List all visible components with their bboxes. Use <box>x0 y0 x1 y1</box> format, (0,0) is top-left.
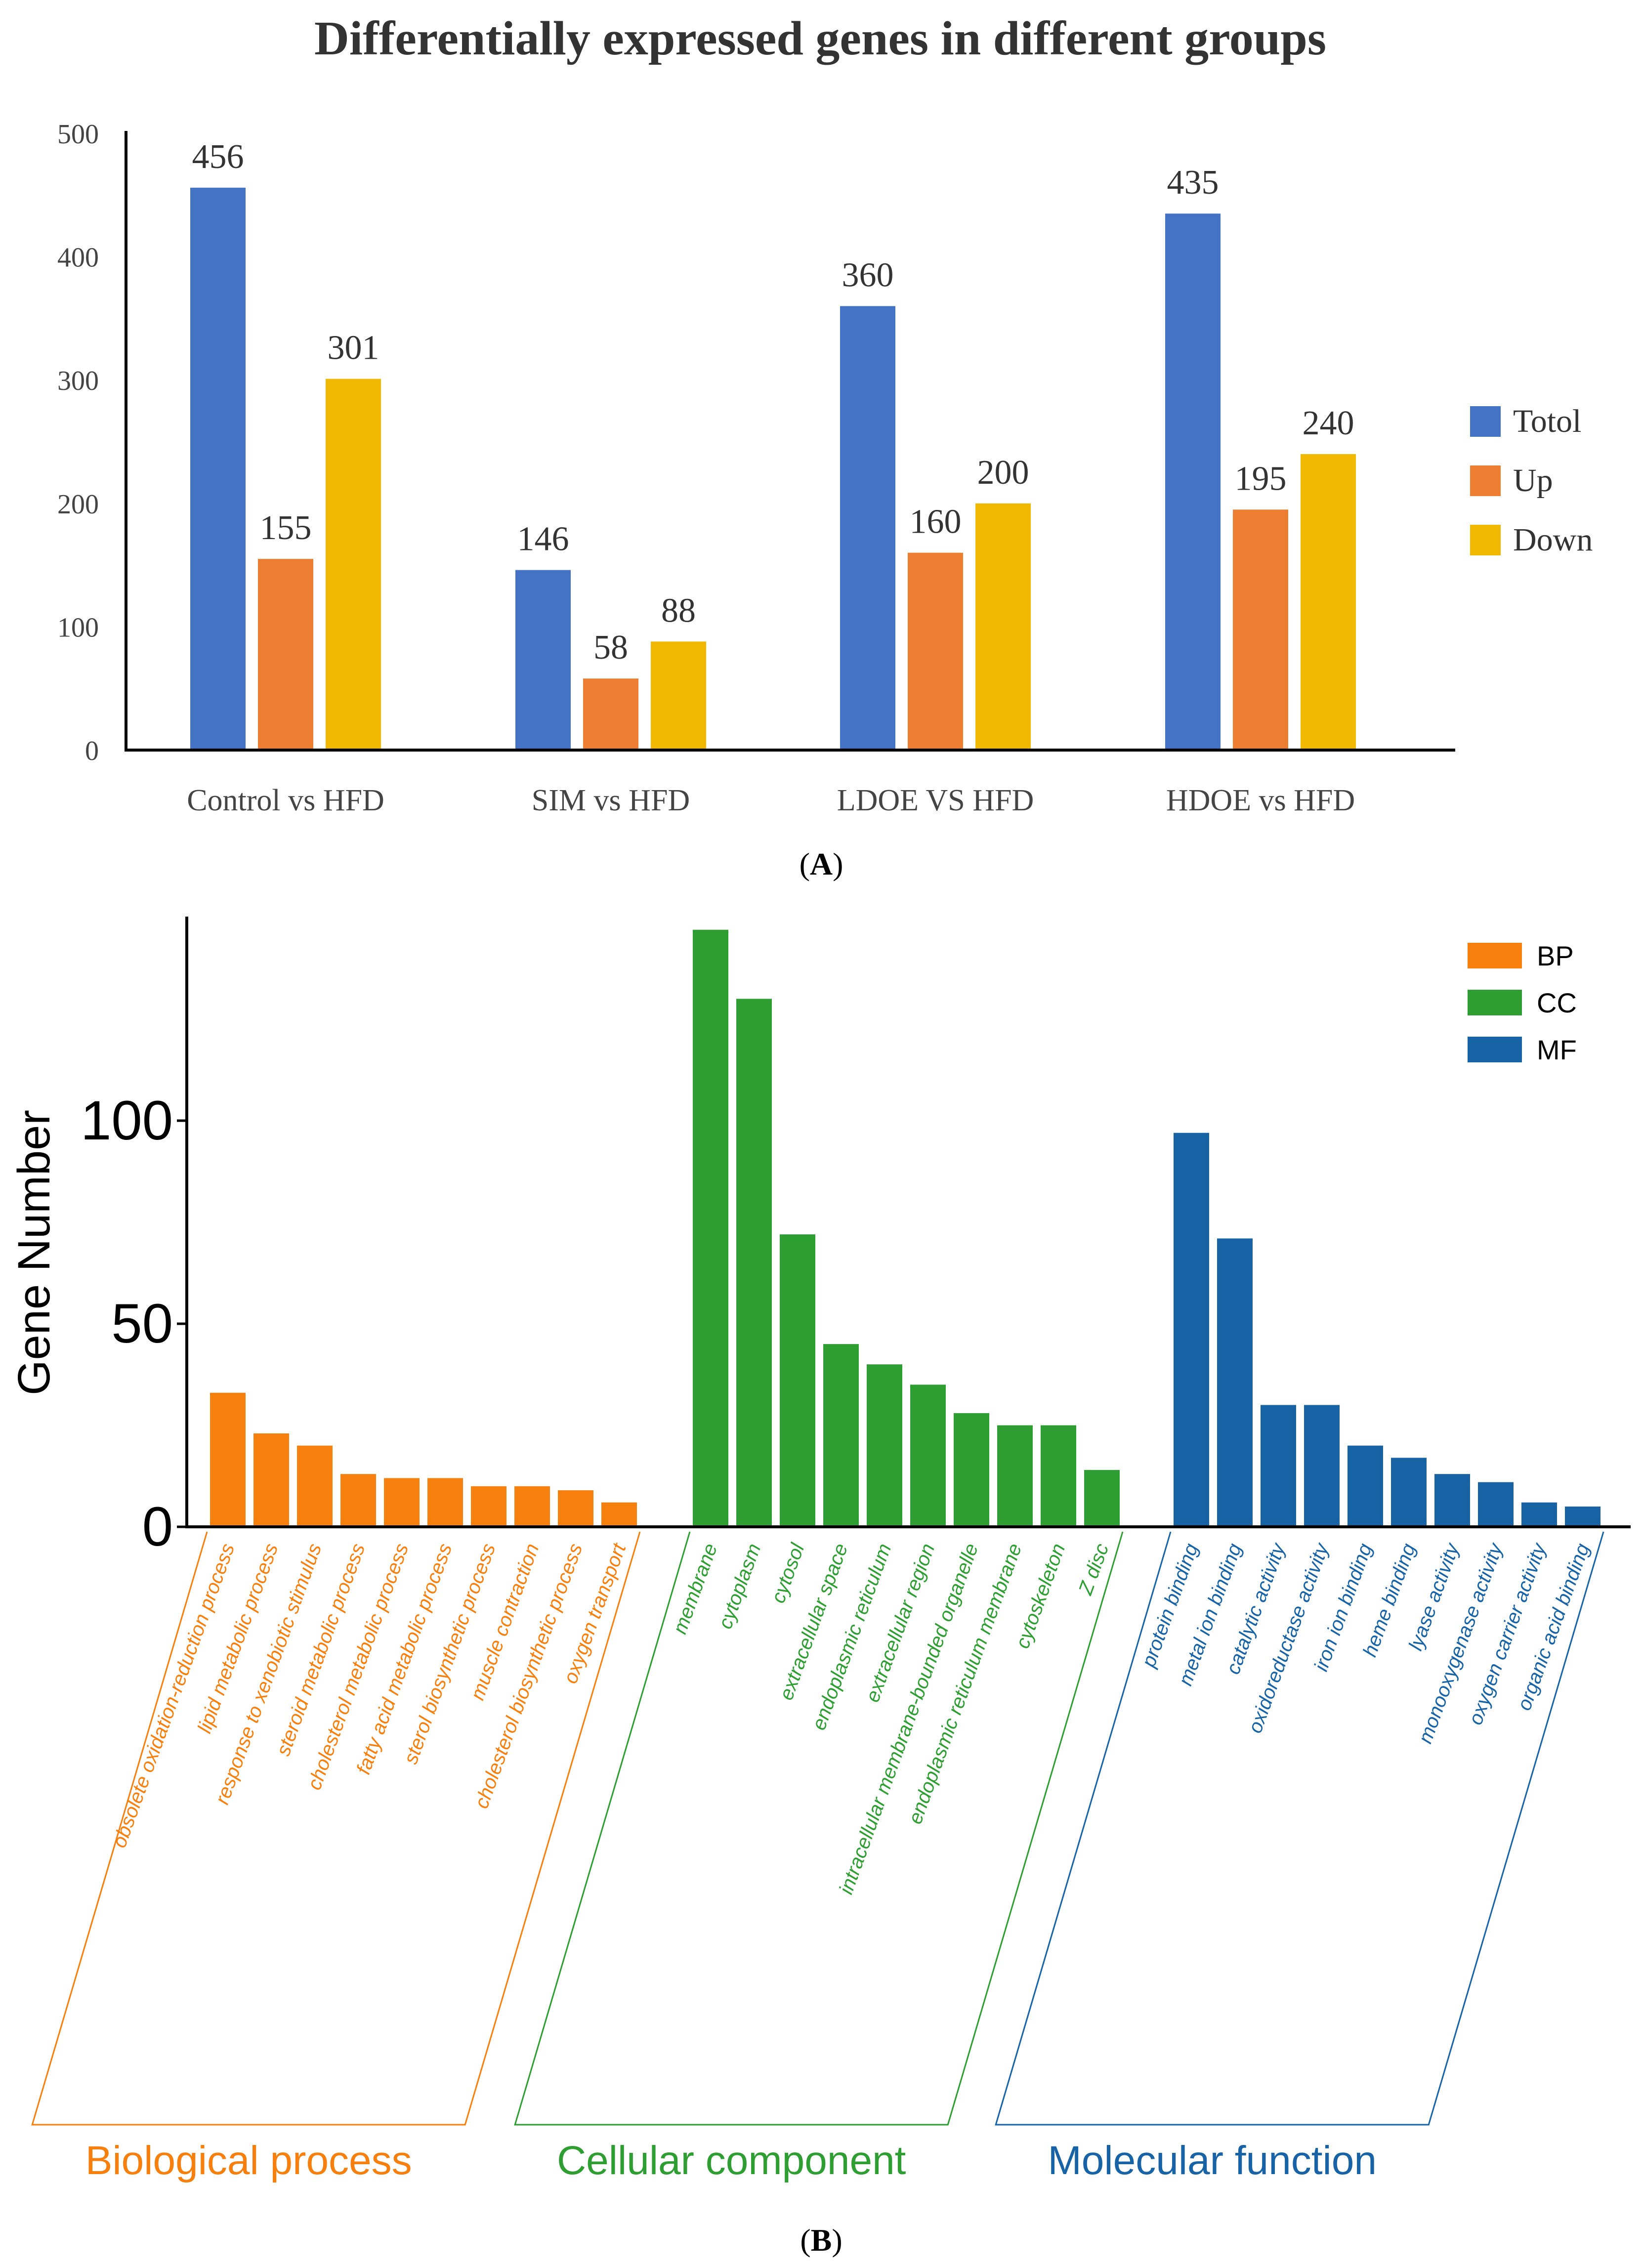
panel-label-b: (B) <box>800 2223 842 2258</box>
y-tick-label: 50 <box>111 1293 173 1354</box>
bar-value-label: 200 <box>977 454 1029 492</box>
x-category-label: lipid metabolic process <box>194 1541 283 1736</box>
y-tick-label: 500 <box>57 119 99 150</box>
bar-bp <box>471 1486 506 1527</box>
x-category-label: cytosol <box>767 1540 809 1606</box>
legend-label: Down <box>1513 522 1593 558</box>
bar-value-label: 435 <box>1167 164 1219 202</box>
bar-up <box>258 559 313 750</box>
x-category-label: LDOE VS HFD <box>837 784 1034 817</box>
bar-mf <box>1434 1474 1470 1527</box>
legend-swatch-cc <box>1468 990 1522 1015</box>
x-category-label: SIM vs HFD <box>532 784 690 817</box>
bar-cc <box>867 1364 902 1527</box>
bar-cc <box>693 929 728 1527</box>
bar-value-label: 195 <box>1235 460 1287 498</box>
legend-swatch-up <box>1470 465 1501 496</box>
group-bracket-cc <box>514 1531 1124 2126</box>
bar-cc <box>954 1413 989 1527</box>
bar-bp <box>514 1486 550 1527</box>
bar-totol <box>840 306 895 750</box>
y-tick-label: 0 <box>142 1496 173 1557</box>
legend-label: MF <box>1537 1034 1577 1065</box>
y-tick-label: 100 <box>57 612 99 643</box>
y-axis-title: Gene Number <box>9 1110 59 1395</box>
bar-down <box>1301 454 1356 750</box>
bar-cc <box>823 1344 859 1527</box>
bar-value-label: 160 <box>910 503 962 541</box>
bar-bp <box>384 1478 420 1527</box>
bar-mf <box>1174 1133 1209 1527</box>
bar-mf <box>1261 1405 1296 1527</box>
y-tick-label: 0 <box>85 736 99 766</box>
bar-down <box>651 641 706 750</box>
bar-bp <box>297 1445 333 1527</box>
legend-label: BP <box>1537 940 1574 971</box>
bar-totol <box>515 570 571 750</box>
bar-value-label: 301 <box>328 329 379 367</box>
bar-value-label: 155 <box>260 509 312 547</box>
bar-mf <box>1391 1458 1427 1527</box>
bar-bp <box>558 1490 593 1527</box>
bar-value-label: 456 <box>192 138 244 176</box>
bar-cc <box>910 1385 946 1527</box>
bar-cc <box>997 1425 1033 1527</box>
bar-bp <box>253 1433 289 1527</box>
legend-label: Totol <box>1513 403 1581 439</box>
group-bracket-bp <box>31 1531 641 2126</box>
legend-swatch-bp <box>1468 943 1522 968</box>
bar-cc <box>736 999 772 1527</box>
bar-cc <box>780 1234 815 1527</box>
bar-mf <box>1348 1445 1383 1527</box>
x-category-label: HDOE vs HFD <box>1166 784 1355 817</box>
bar-bp <box>601 1502 637 1527</box>
bar-up <box>1233 509 1288 750</box>
bar-value-label: 88 <box>661 591 696 630</box>
bar-value-label: 240 <box>1303 404 1354 442</box>
x-category-label: Z disc <box>1074 1541 1113 1598</box>
bar-bp <box>340 1474 376 1527</box>
bar-value-label: 58 <box>593 629 628 667</box>
legend-label: Up <box>1513 462 1553 499</box>
group-name-label: Molecular function <box>1048 2138 1376 2183</box>
bar-mf <box>1521 1502 1557 1527</box>
bar-value-label: 360 <box>842 256 894 294</box>
x-category-label: oxidoreductase activity <box>1244 1539 1334 1736</box>
bar-mf <box>1478 1482 1514 1527</box>
y-tick-label: 200 <box>57 489 99 520</box>
panel-label-a: (A) <box>800 846 843 882</box>
bar-mf <box>1304 1405 1340 1527</box>
legend-swatch-down <box>1470 525 1501 555</box>
bar-totol <box>1165 213 1221 750</box>
bar-down <box>326 378 381 750</box>
group-bracket-mf <box>995 1531 1604 2126</box>
bar-value-label: 146 <box>517 520 569 558</box>
bar-mf <box>1565 1506 1601 1527</box>
y-tick-label: 300 <box>57 366 99 396</box>
group-name-label: Cellular component <box>557 2138 906 2183</box>
x-category-label: membrane <box>669 1541 722 1637</box>
bar-cc <box>1084 1470 1120 1527</box>
bar-up <box>583 678 638 750</box>
bar-up <box>908 552 963 750</box>
bar-bp <box>427 1478 463 1527</box>
bar-mf <box>1217 1238 1253 1527</box>
legend-label: CC <box>1537 987 1577 1018</box>
legend-swatch-mf <box>1468 1037 1522 1062</box>
bar-down <box>975 503 1031 750</box>
x-category-label: Control vs HFD <box>187 784 384 817</box>
bar-totol <box>190 187 246 751</box>
legend-swatch-totol <box>1470 406 1501 437</box>
group-name-label: Biological process <box>85 2138 412 2183</box>
panel-a-bar-chart: Differentially expressed genes in differ… <box>57 12 1593 882</box>
bar-bp <box>210 1392 246 1527</box>
bar-cc <box>1041 1425 1076 1527</box>
chart-title: Differentially expressed genes in differ… <box>314 12 1326 65</box>
y-tick-label: 100 <box>81 1090 173 1151</box>
y-tick-label: 400 <box>57 243 99 273</box>
x-category-label: cytoplasm <box>715 1541 765 1632</box>
